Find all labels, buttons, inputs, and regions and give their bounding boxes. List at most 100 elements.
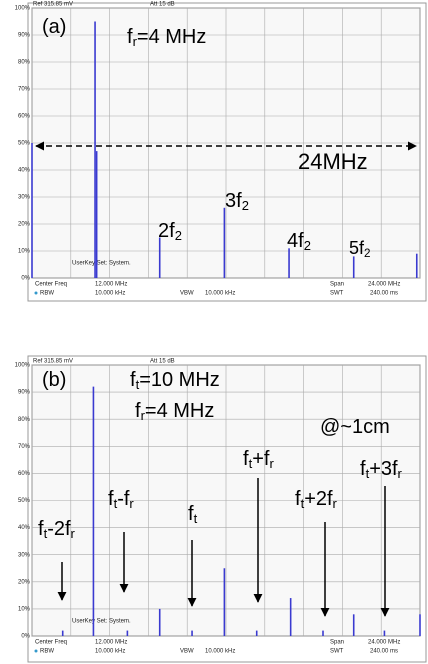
footer-label: 10.000 kHz	[205, 291, 235, 297]
annotation-subscript: 2	[175, 228, 182, 243]
annotation-text: f	[135, 400, 141, 422]
footer-label: RBW	[40, 291, 54, 297]
footer-label: Span	[330, 282, 344, 288]
annotation-text: f	[188, 503, 194, 525]
annotation-subscript: t	[301, 496, 305, 511]
footer-label: VBW	[180, 649, 194, 655]
annotation-text: (a)	[42, 16, 66, 38]
annotation: ft-2fr	[38, 518, 76, 541]
footer-label: SWT	[330, 649, 344, 655]
y-tick-label: 80%	[18, 417, 31, 423]
y-tick-label: 30%	[18, 552, 31, 558]
softkey-label: UserKey Set: System.	[72, 619, 131, 625]
y-tick-label: 80%	[18, 60, 31, 66]
annotation-text: =4 MHz	[137, 26, 206, 48]
softkey-label: UserKey Set: System.	[72, 261, 131, 267]
footer-label: 12.000 MHz	[95, 640, 127, 646]
annotation-text: -f	[117, 488, 130, 510]
annotation-subscript: t	[114, 496, 118, 511]
annotation-text: f	[108, 488, 114, 510]
footer-label: 10.000 kHz	[95, 649, 125, 655]
y-tick-label: 30%	[18, 195, 31, 201]
annotation: (b)	[42, 369, 66, 391]
y-tick-label: 90%	[18, 390, 31, 396]
annotation: fr=4 MHz	[127, 26, 206, 49]
footer-label: 24.000 MHz	[368, 640, 400, 646]
annotation-subscript: t	[44, 526, 48, 541]
annotation-text: 3f	[225, 190, 242, 212]
annotation-subscript: 2	[364, 247, 371, 260]
y-tick-label: 60%	[18, 114, 31, 120]
annotation: 24MHz	[298, 149, 368, 174]
annotation-text: -2f	[47, 518, 71, 540]
annotation-text: f	[360, 458, 366, 480]
y-tick-label: 0%	[21, 634, 30, 640]
y-tick-label: 100%	[15, 6, 31, 12]
annotation-text: @~1cm	[320, 416, 390, 438]
footer-label: VBW	[180, 291, 194, 297]
footer-label: 240.00 ms	[370, 649, 398, 655]
y-tick-label: 70%	[18, 87, 31, 93]
annotation: ft+2fr	[295, 488, 338, 511]
footer-label: RBW	[40, 649, 54, 655]
y-tick-label: 40%	[18, 525, 31, 531]
footer-bullet	[34, 291, 38, 295]
y-tick-label: 90%	[18, 33, 31, 39]
footer-label: 10.000 kHz	[95, 291, 125, 297]
annotation-subscript: r	[141, 408, 146, 423]
annotation-subscript: t	[136, 377, 140, 392]
annotation-subscript: 2	[242, 198, 249, 213]
annotation-text: +3f	[369, 458, 398, 480]
footer-label: Center Freq	[35, 640, 67, 646]
annotation-text: =10 MHz	[139, 369, 220, 391]
annotation-subscript: t	[249, 456, 253, 471]
footer-label: 10.000 kHz	[205, 649, 235, 655]
annotation-subscript: r	[333, 496, 338, 511]
annotation: 5f2	[349, 238, 371, 260]
annotation-text: f	[295, 488, 301, 510]
footer-label: SWT	[330, 291, 344, 297]
header-ref: Ref 315.85 mV	[33, 2, 73, 8]
annotation: (a)	[42, 16, 66, 38]
annotation: ft=10 MHz	[130, 369, 220, 392]
footer-label: 12.000 MHz	[95, 282, 127, 288]
footer-label: Center Freq	[35, 282, 67, 288]
y-tick-label: 100%	[15, 363, 31, 369]
annotation-subscript: r	[398, 466, 403, 481]
annotation: 3f2	[225, 190, 249, 213]
y-tick-label: 50%	[18, 141, 31, 147]
y-tick-label: 0%	[21, 276, 30, 282]
annotation-text: (b)	[42, 369, 66, 391]
y-tick-label: 50%	[18, 498, 31, 504]
annotation-text: +f	[252, 448, 270, 470]
y-tick-label: 20%	[18, 579, 31, 585]
annotation-text: f	[38, 518, 44, 540]
y-tick-label: 10%	[18, 606, 31, 612]
annotation: ft	[188, 503, 198, 526]
annotation-subscript: r	[71, 526, 76, 541]
y-tick-label: 60%	[18, 471, 31, 477]
annotation-subscript: r	[269, 456, 274, 471]
footer-bullet	[34, 649, 38, 653]
annotation-text: 5f	[349, 238, 365, 258]
header-ref: Ref 315.85 mV	[33, 359, 73, 365]
annotation: fr=4 MHz	[135, 400, 214, 423]
annotation: ft-fr	[108, 488, 134, 511]
annotation: 4f2	[287, 230, 311, 253]
header-att: Att 15 dB	[150, 2, 175, 8]
annotation-text: f	[127, 26, 133, 48]
annotation-text: f	[130, 369, 136, 391]
y-tick-label: 10%	[18, 249, 31, 255]
y-tick-label: 70%	[18, 444, 31, 450]
annotation-text: f	[243, 448, 249, 470]
annotation-text: +2f	[304, 488, 333, 510]
annotation-text: =4 MHz	[145, 400, 214, 422]
annotation-subscript: t	[194, 511, 198, 526]
annotation: ft+3fr	[360, 458, 403, 481]
annotation-subscript: r	[129, 496, 134, 511]
annotation-subscript: t	[366, 466, 370, 481]
annotation-text: 2f	[158, 220, 175, 242]
annotation-text: 4f	[287, 230, 304, 252]
